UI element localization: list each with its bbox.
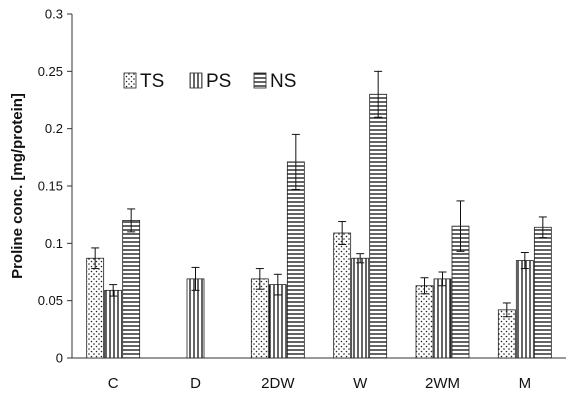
x-tick-label: W (353, 375, 368, 392)
y-ticks: 0 0.05 0.1 0.15 0.2 0.25 0.3 (38, 7, 72, 366)
legend-label-PS: PS (206, 71, 231, 92)
x-tick-label: M (519, 375, 532, 392)
bar-TS-W (333, 232, 352, 359)
x-tick-label: 2DW (261, 375, 295, 392)
y-tick-label: 0.3 (45, 7, 63, 22)
bar-NS-M (533, 226, 552, 359)
y-axis-title: Proline conc. [mg/protein] (9, 93, 26, 279)
x-tick-label: D (190, 375, 201, 392)
bar-PS-2WM (433, 278, 452, 359)
y-tick-label: 0.05 (38, 293, 63, 308)
bars (86, 93, 552, 359)
bar-NS-2DW (286, 161, 305, 359)
legend-label-TS: TS (140, 71, 164, 92)
error-bars (91, 70, 547, 318)
axes (71, 14, 566, 359)
bar-NS-C (122, 219, 141, 359)
bar-TS-C (86, 257, 105, 359)
legend-swatch-TS (123, 72, 137, 89)
y-tick-label: 0.1 (45, 236, 63, 251)
legend-label-NS: NS (270, 71, 296, 92)
y-tick-label: 0.15 (38, 179, 63, 194)
legend-swatch-NS (253, 72, 267, 89)
bar-PS-2DW (268, 284, 287, 359)
x-tick-label: C (108, 375, 119, 392)
bar-PS-C (104, 289, 123, 359)
x-labels: C D 2DW W 2WM M (108, 375, 531, 392)
y-tick-label: 0.2 (45, 121, 63, 136)
bar-PS-M (515, 260, 534, 359)
bar-TS-2WM (415, 285, 434, 359)
bar-TS-2DW (250, 278, 269, 359)
y-tick-label: 0.25 (38, 64, 63, 79)
bar-PS-W (351, 257, 370, 359)
bar-NS-W (369, 93, 388, 359)
legend: TS PS NS (123, 71, 296, 92)
legend-swatch-PS (189, 72, 203, 89)
x-tick-label: 2WM (425, 375, 460, 392)
y-tick-label: 0 (56, 351, 63, 366)
